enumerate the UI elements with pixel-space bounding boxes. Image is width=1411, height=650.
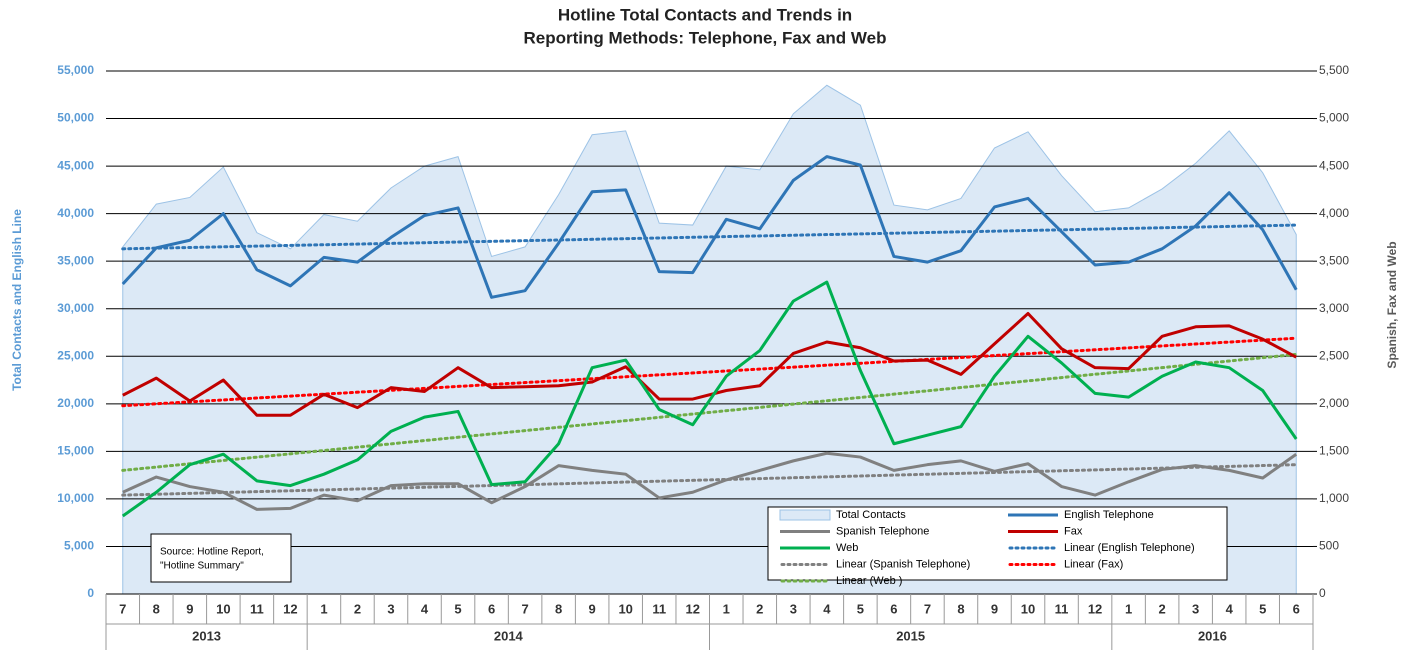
chart-title: Hotline Total Contacts and Trends in	[558, 5, 852, 24]
x-group-label: 2015	[896, 628, 925, 643]
y-tick-label: 15,000	[57, 444, 94, 458]
x-tick-label: 2	[354, 601, 361, 616]
x-tick-label: 8	[555, 601, 562, 616]
x-group-label: 2014	[494, 628, 524, 643]
source-box	[150, 533, 292, 583]
y-tick-label: 55,000	[57, 63, 94, 77]
x-tick-label: 4	[823, 601, 831, 616]
y2-axis-label: Spanish, Fax and Web	[1385, 241, 1399, 368]
x-tick-label: 5	[1259, 601, 1266, 616]
trendline	[121, 336, 1298, 408]
y2-tick-label: 3,000	[1319, 301, 1349, 315]
legend-label: Linear (Fax)	[1064, 558, 1123, 570]
line	[121, 155, 1298, 299]
y2-tick-label: 1,000	[1319, 491, 1349, 505]
x-tick-label: 10	[618, 601, 632, 616]
y-tick-label: 30,000	[57, 301, 94, 315]
line-layer	[121, 155, 1298, 518]
line	[121, 280, 1298, 518]
y2-tick-label: 2,500	[1319, 348, 1349, 362]
legend-label: English Telephone	[1064, 509, 1154, 521]
x-tick-label: 11	[1055, 601, 1069, 616]
chart-title: Reporting Methods: Telephone, Fax and We…	[524, 28, 887, 47]
x-tick-label: 12	[686, 601, 700, 616]
y-tick-label: 25,000	[57, 348, 94, 362]
legend-label: Total Contacts	[836, 509, 906, 521]
x-tick-label: 3	[1192, 601, 1199, 616]
x-tick-label: 11	[652, 601, 666, 616]
y-tick-label: 35,000	[57, 253, 94, 267]
x-tick-label: 8	[957, 601, 964, 616]
x-tick-label: 5	[454, 601, 461, 616]
y-tick-label: 0	[87, 586, 94, 600]
x-group-label: 2013	[192, 628, 221, 643]
legend-label: Spanish Telephone	[836, 525, 929, 537]
x-tick-label: 3	[387, 601, 394, 616]
y-tick-label: 10,000	[57, 491, 94, 505]
x-tick-label: 6	[890, 601, 897, 616]
y-tick-label: 50,000	[57, 111, 94, 125]
x-tick-label: 1	[320, 601, 327, 616]
y-tick-label: 20,000	[57, 396, 94, 410]
x-tick-label: 12	[1088, 601, 1102, 616]
line	[122, 451, 1298, 511]
y-axis-label: Total Contacts and English Line	[10, 209, 24, 391]
x-tick-label: 5	[857, 601, 864, 616]
x-tick-label: 2	[1159, 601, 1166, 616]
x-tick-label: 7	[521, 601, 528, 616]
y2-tick-label: 5,500	[1319, 63, 1349, 77]
x-tick-label: 12	[283, 601, 297, 616]
legend-label: Linear (Spanish Telephone)	[836, 558, 970, 570]
y-tick-label: 45,000	[57, 158, 94, 172]
trendline	[121, 223, 1298, 251]
x-tick-label: 1	[1125, 601, 1132, 616]
x-tick-label: 10	[216, 601, 230, 616]
x-tick-label: 6	[488, 601, 495, 616]
y-tick-label: 5,000	[64, 539, 94, 553]
x-group-label: 2016	[1198, 628, 1227, 643]
y2-tick-label: 4,000	[1319, 206, 1349, 220]
legend-label: Linear (Web )	[836, 575, 902, 587]
legend-label: Fax	[1064, 525, 1083, 537]
y2-tick-label: 2,000	[1319, 396, 1349, 410]
y2-tick-label: 4,500	[1319, 158, 1349, 172]
x-tick-label: 4	[1226, 601, 1234, 616]
x-tick-label: 8	[153, 601, 160, 616]
x-tick-label: 7	[924, 601, 931, 616]
trendline	[121, 352, 1298, 472]
y2-tick-label: 3,500	[1319, 253, 1349, 267]
x-tick-label: 2	[756, 601, 763, 616]
x-tick-label: 4	[421, 601, 429, 616]
y2-tick-label: 500	[1319, 539, 1339, 553]
legend-swatch	[779, 509, 831, 521]
y2-tick-label: 0	[1319, 586, 1326, 600]
x-tick-label: 1	[723, 601, 730, 616]
x-tick-label: 10	[1021, 601, 1035, 616]
source-text: "Hotline Summary"	[160, 561, 244, 572]
y2-tick-label: 1,500	[1319, 444, 1349, 458]
x-tick-label: 7	[119, 601, 126, 616]
y2-tick-label: 5,000	[1319, 111, 1349, 125]
trendline	[121, 463, 1298, 497]
x-tick-label: 11	[250, 601, 264, 616]
x-tick-label: 3	[790, 601, 797, 616]
source-text: Source: Hotline Report,	[160, 547, 264, 558]
y-tick-label: 40,000	[57, 206, 94, 220]
x-tick-label: 9	[186, 601, 193, 616]
legend-label: Web	[836, 542, 858, 554]
legend-box	[767, 506, 1228, 581]
line	[122, 311, 1297, 417]
x-tick-label: 9	[589, 601, 596, 616]
x-tick-label: 9	[991, 601, 998, 616]
legend-label: Linear (English Telephone)	[1064, 542, 1195, 554]
x-tick-label: 6	[1293, 601, 1300, 616]
